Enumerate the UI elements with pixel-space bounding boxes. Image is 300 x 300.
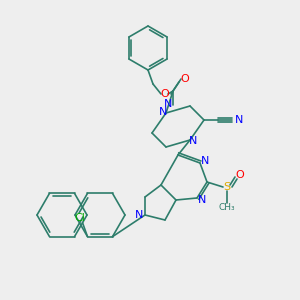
Text: N: N xyxy=(164,99,172,109)
Text: O: O xyxy=(160,89,169,99)
Text: Cl: Cl xyxy=(74,213,85,223)
Text: O: O xyxy=(181,74,189,84)
Text: CH₃: CH₃ xyxy=(219,203,235,212)
Text: N: N xyxy=(135,210,143,220)
Text: N: N xyxy=(159,107,167,117)
Text: S: S xyxy=(224,182,231,192)
Text: N: N xyxy=(198,195,206,205)
Text: N: N xyxy=(189,136,197,146)
Text: O: O xyxy=(236,170,244,180)
Text: N: N xyxy=(235,115,243,125)
Text: N: N xyxy=(201,156,209,166)
